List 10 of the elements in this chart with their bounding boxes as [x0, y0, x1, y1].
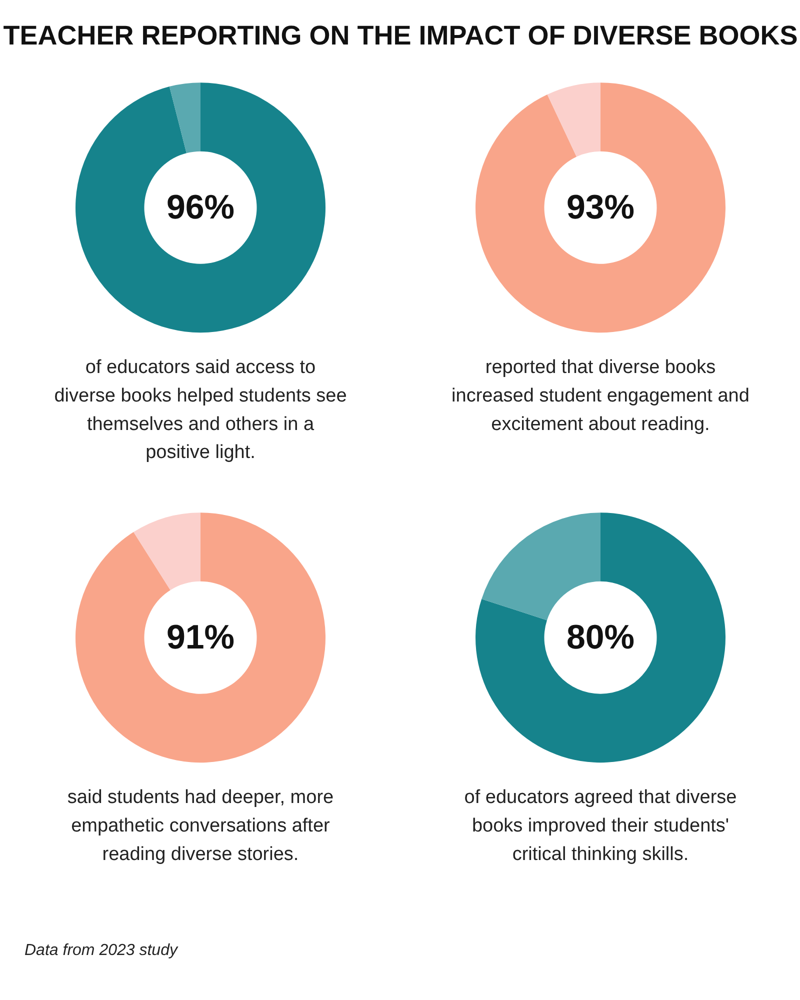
- data-label: 91%: [166, 618, 235, 657]
- text: of educators agreed that diverse books improved their students' critical thinking skills.: [464, 787, 737, 865]
- text: of educators said access to diverse books helped students see themselves and others in a positive light.: [54, 357, 347, 464]
- data-label: 96%: [166, 188, 235, 227]
- data-label: 80%: [566, 618, 635, 657]
- text: reported that diverse books increased student engagement and excitement about reading.: [452, 357, 750, 435]
- data-label: 93%: [566, 188, 635, 227]
- text: said students had deeper, more empathetic conversations after reading diverse stories.: [67, 787, 334, 865]
- text: Data from 2023 study: [24, 942, 178, 959]
- text: TEACHER REPORTING ON THE IMPACT OF DIVERSE BOOKS: [3, 20, 798, 50]
